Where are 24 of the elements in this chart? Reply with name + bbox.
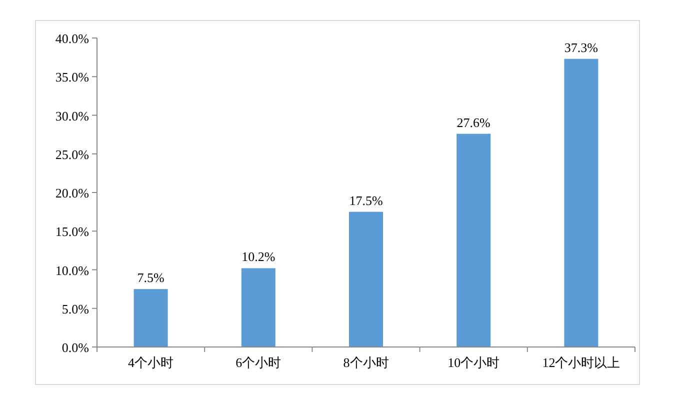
x-tick-label: 10个小时 bbox=[448, 355, 500, 370]
y-tick-label: 35.0% bbox=[55, 70, 90, 85]
bar bbox=[564, 58, 598, 347]
x-tick-label: 8个小时 bbox=[343, 355, 389, 370]
y-tick-label: 5.0% bbox=[62, 301, 90, 316]
data-label: 27.6% bbox=[456, 114, 491, 130]
bar bbox=[134, 289, 168, 347]
bar bbox=[349, 212, 383, 347]
x-tick-label: 6个小时 bbox=[236, 355, 282, 370]
y-tick-label: 10.0% bbox=[55, 262, 90, 278]
y-tick-label: 30.0% bbox=[55, 108, 90, 124]
x-tick-label: 4个小时 bbox=[128, 355, 174, 370]
data-label: 10.2% bbox=[242, 249, 276, 264]
y-tick-label: 0.0% bbox=[62, 340, 90, 355]
data-label: 17.5% bbox=[349, 192, 383, 208]
data-label: 7.5% bbox=[137, 270, 165, 286]
x-tick-label: 12个小时以上 bbox=[542, 355, 620, 370]
bar bbox=[241, 268, 276, 347]
bar bbox=[456, 134, 491, 347]
y-tick-label: 40.0% bbox=[55, 31, 90, 46]
data-label: 37.3% bbox=[564, 40, 598, 55]
y-tick-label: 20.0% bbox=[55, 186, 90, 200]
y-tick-label: 15.0% bbox=[55, 224, 90, 240]
y-tick-label: 25.0% bbox=[55, 146, 90, 162]
